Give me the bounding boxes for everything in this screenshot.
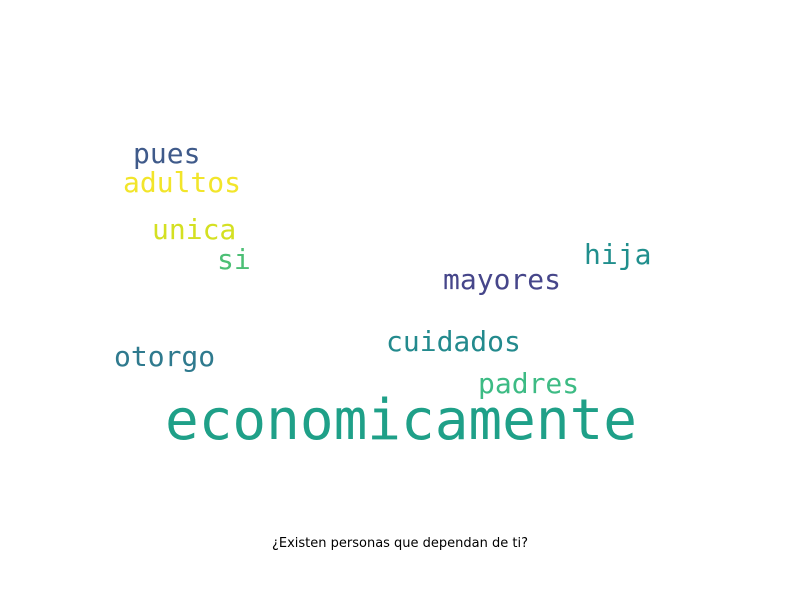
word-unica: unica bbox=[152, 213, 237, 246]
word-hija: hija bbox=[584, 238, 652, 271]
word-padres: padres bbox=[478, 367, 580, 400]
word-si: si bbox=[217, 243, 251, 276]
word-economicamente: economicamente bbox=[165, 388, 638, 453]
word-cuidados: cuidados bbox=[386, 325, 521, 358]
word-pues: pues bbox=[133, 137, 201, 170]
word-otorgo: otorgo bbox=[114, 340, 216, 373]
caption: ¿Existen personas que dependan de ti? bbox=[271, 536, 529, 551]
word-mayores: mayores bbox=[443, 263, 562, 296]
word-adultos: adultos bbox=[123, 166, 242, 199]
